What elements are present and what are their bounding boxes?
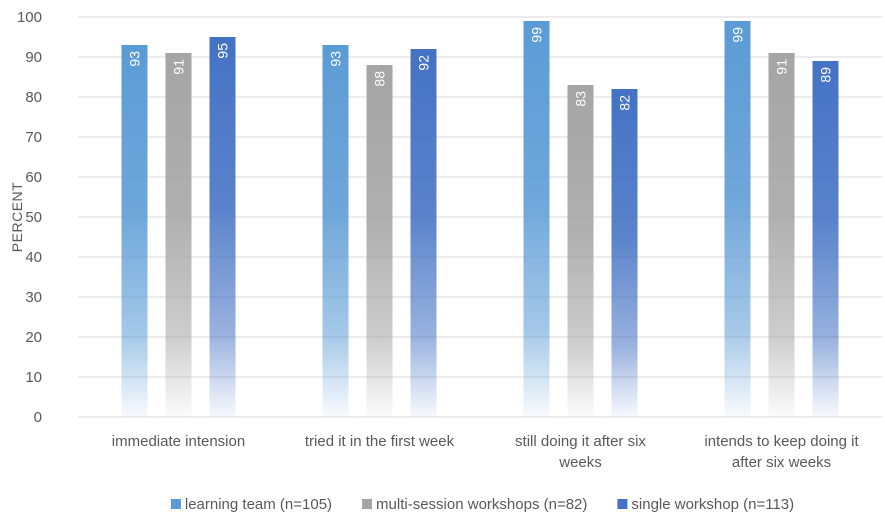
- bar: [322, 45, 349, 417]
- data-label: 91: [171, 59, 187, 75]
- bar: [567, 85, 594, 417]
- data-label: 93: [127, 51, 143, 67]
- legend-label: learning team (n=105): [185, 496, 332, 513]
- legend-swatch: [170, 499, 181, 509]
- x-category-label: weeks: [558, 454, 602, 471]
- data-labels: 93 91 95 93 88 92 99 83 82 99 91 89: [127, 27, 834, 111]
- x-category-label: immediate intension: [112, 433, 245, 450]
- bar: [121, 45, 148, 417]
- data-label: 93: [328, 51, 344, 67]
- x-category-label: after six weeks: [732, 454, 831, 471]
- data-label: 91: [774, 59, 790, 75]
- x-category-label: intends to keep doing it: [704, 433, 859, 450]
- legend-swatch: [362, 499, 373, 509]
- y-tick-label: 0: [34, 409, 42, 426]
- y-tick-label: 90: [25, 49, 42, 66]
- x-category-label: still doing it after six: [515, 433, 646, 450]
- y-tick-label: 10: [25, 369, 42, 386]
- gridlines: [78, 16, 882, 418]
- legend-item: multi-session workshops (n=82): [362, 496, 587, 513]
- bar: [165, 53, 192, 417]
- y-tick-label: 80: [25, 89, 42, 106]
- y-axis-ticks: 0 10 20 30 40 50 60 70 80 90 100: [17, 9, 42, 426]
- legend-swatch: [617, 499, 628, 509]
- bar: [410, 49, 437, 417]
- bar: [768, 53, 795, 417]
- bars: [121, 21, 839, 417]
- data-label: 99: [730, 27, 746, 43]
- y-tick-label: 40: [25, 249, 42, 266]
- x-axis-categories: immediate intension tried it in the first…: [112, 433, 860, 471]
- y-tick-label: 70: [25, 129, 42, 146]
- y-axis-label: PERCENT: [9, 182, 25, 252]
- y-tick-label: 100: [17, 9, 42, 26]
- data-label: 92: [416, 55, 432, 71]
- legend-item: single workshop (n=113): [617, 496, 794, 513]
- x-category-label: tried it in the first week: [305, 433, 455, 450]
- bar: [366, 65, 393, 417]
- bar: [812, 61, 839, 417]
- y-tick-label: 50: [25, 209, 42, 226]
- y-tick-label: 30: [25, 289, 42, 306]
- y-tick-label: 20: [25, 329, 42, 346]
- y-tick-label: 60: [25, 169, 42, 186]
- legend-item: learning team (n=105): [170, 496, 332, 513]
- bar: [209, 37, 236, 417]
- data-label: 83: [573, 91, 589, 107]
- bar: [523, 21, 550, 417]
- data-label: 95: [215, 43, 231, 59]
- data-label: 88: [372, 71, 388, 87]
- bar: [611, 89, 638, 417]
- legend: learning team (n=105) multi-session works…: [170, 496, 794, 513]
- data-label: 89: [818, 67, 834, 83]
- legend-label: multi-session workshops (n=82): [376, 496, 587, 513]
- bar: [724, 21, 751, 417]
- legend-label: single workshop (n=113): [631, 496, 794, 513]
- data-label: 82: [617, 95, 633, 111]
- data-label: 99: [529, 27, 545, 43]
